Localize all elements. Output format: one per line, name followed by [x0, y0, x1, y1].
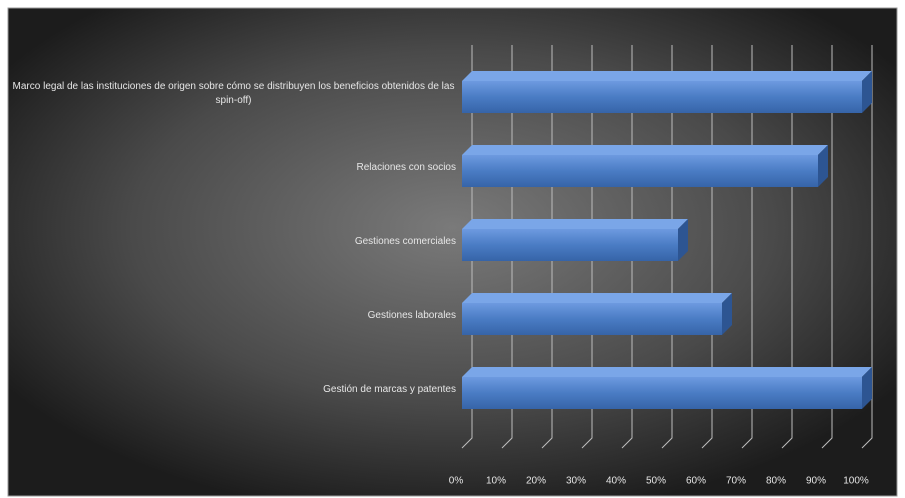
bar-side: [722, 293, 732, 335]
x-tick-label: 30%: [566, 476, 586, 487]
x-tick-label: 100%: [843, 476, 869, 487]
bar-front: [462, 81, 862, 113]
category-label: Relaciones con socios: [356, 162, 457, 173]
x-tick-label: 50%: [646, 476, 666, 487]
category-label: Gestiones laborales: [367, 310, 456, 321]
bar: [462, 367, 872, 409]
bar-side: [678, 219, 688, 261]
bar-front: [462, 229, 678, 261]
bar-side: [818, 145, 828, 187]
bar: [462, 219, 688, 261]
category-label: Gestiones comerciales: [354, 236, 456, 247]
bar-top: [462, 145, 828, 155]
bar-side: [862, 367, 872, 409]
x-tick-label: 80%: [766, 476, 786, 487]
bar: [462, 293, 732, 335]
category-label: Gestión de marcas y patentes: [323, 384, 456, 395]
x-tick-label: 70%: [726, 476, 746, 487]
bar-top: [462, 71, 872, 81]
x-tick-label: 20%: [526, 476, 546, 487]
bar-side: [862, 71, 872, 113]
grid-line: [821, 45, 833, 449]
bar-front: [462, 377, 862, 409]
bar-front: [462, 303, 722, 335]
bar-front: [462, 155, 818, 187]
grid-line: [861, 45, 873, 449]
bar-top: [462, 219, 688, 229]
x-tick-label: 10%: [486, 476, 506, 487]
bar: [462, 71, 872, 113]
bar-top: [462, 293, 732, 303]
category-label: Marco legal de las instituciones de orig…: [12, 81, 455, 106]
x-tick-label: 0%: [449, 476, 464, 487]
bar: [462, 145, 828, 187]
x-tick-label: 40%: [606, 476, 626, 487]
x-tick-label: 60%: [686, 476, 706, 487]
x-tick-label: 90%: [806, 476, 826, 487]
bar-top: [462, 367, 872, 377]
